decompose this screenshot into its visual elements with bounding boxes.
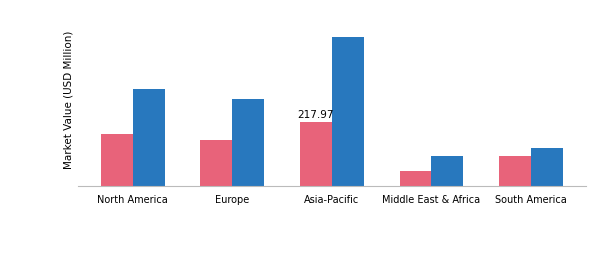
Bar [531,148,563,186]
Bar [300,122,332,186]
Bar [200,140,232,186]
Bar [232,99,264,186]
Bar [499,156,531,186]
Bar [101,134,133,185]
Bar [133,89,164,186]
Bar [332,37,364,185]
Text: 217.97: 217.97 [298,110,334,120]
Bar [432,156,463,186]
Bar [399,171,432,186]
Y-axis label: Market Value (USD Million): Market Value (USD Million) [63,30,74,169]
